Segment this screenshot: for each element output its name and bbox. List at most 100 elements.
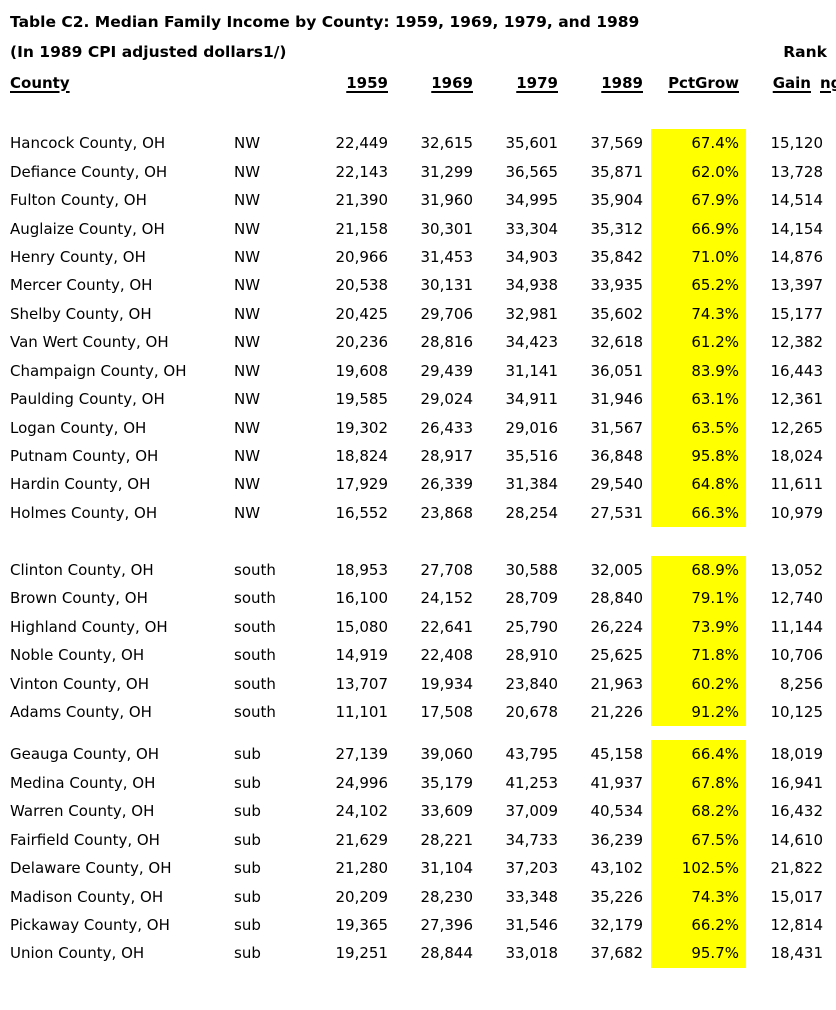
income-1989-cell: 35,842 — [590, 247, 644, 266]
income-1959-cell: 20,425 — [335, 304, 389, 323]
pct-grow-cell: 61.2% — [651, 328, 746, 357]
income-1959-cell: 21,390 — [335, 191, 389, 210]
income-1989-cell: 35,312 — [590, 219, 644, 238]
table-row: Medina County, OH sub 24,996 35,179 41,253 41… — [0, 768, 836, 798]
region-cell: NW — [234, 390, 261, 409]
income-1959-cell: 20,209 — [335, 887, 389, 906]
table-row: Geauga County, OH sub 27,139 39,060 43,795 45… — [0, 740, 836, 769]
rank-gain-cell: 16,941 — [770, 773, 824, 792]
income-1989-cell: 28,840 — [590, 589, 644, 608]
rank-gain-cell: 16,432 — [770, 802, 824, 821]
rank-gain-cell: 12,740 — [770, 589, 824, 608]
table-row: Highland County, OH south 15,080 22,641 25,7… — [0, 612, 836, 641]
pct-grow-cell: 63.1% — [651, 384, 746, 414]
region-cell: NW — [234, 361, 261, 380]
region-cell: south — [234, 560, 276, 579]
region-cell: sub — [234, 916, 261, 935]
county-group-south: Clinton County, OH south 18,953 27,708 30,58… — [0, 555, 836, 727]
table-row: Defiance County, OH NW 22,143 31,299 36,565 3… — [0, 157, 836, 186]
rank-gain-cell: 10,125 — [770, 702, 824, 721]
table-row: Fulton County, OH NW 21,390 31,960 34,995 35,… — [0, 185, 836, 215]
rank-gain-cell: 21,822 — [770, 859, 824, 878]
income-1989-cell: 26,224 — [590, 617, 644, 636]
income-1969-cell: 31,299 — [420, 162, 474, 181]
county-header: County — [10, 73, 70, 92]
rank-gain-cell: 13,397 — [770, 276, 824, 295]
pct-grow-cell: 63.5% — [651, 413, 746, 442]
income-1989-cell: 35,226 — [590, 887, 644, 906]
county-cell: Auglaize County, OH — [10, 219, 165, 238]
income-1959-cell: 19,585 — [335, 390, 389, 409]
income-1959-cell: 16,100 — [335, 589, 389, 608]
county-cell: Shelby County, OH — [10, 304, 152, 323]
pct-grow-header: PctGrow — [668, 73, 739, 92]
region-cell: south — [234, 646, 276, 665]
pct-grow-cell: 71.0% — [651, 242, 746, 272]
county-cell: Fairfield County, OH — [10, 830, 160, 849]
table-header-row: County 1959 1969 1979 1989 PctGrow Gain … — [0, 68, 836, 97]
income-1979-cell: 33,304 — [505, 219, 559, 238]
income-1979-cell: 37,009 — [505, 802, 559, 821]
year-1969-header: 1969 — [431, 73, 473, 92]
income-1959-cell: 20,966 — [335, 247, 389, 266]
income-1969-cell: 28,844 — [420, 944, 474, 963]
income-1969-cell: 31,960 — [420, 191, 474, 210]
county-cell: Medina County, OH — [10, 773, 156, 792]
income-1989-cell: 25,625 — [590, 646, 644, 665]
region-cell: sub — [234, 773, 261, 792]
region-cell: south — [234, 674, 276, 693]
county-cell: Vinton County, OH — [10, 674, 149, 693]
income-1989-cell: 21,963 — [590, 674, 644, 693]
income-1969-cell: 29,706 — [420, 304, 474, 323]
county-cell: Hancock County, OH — [10, 134, 166, 153]
income-1979-cell: 20,678 — [505, 702, 559, 721]
table-row: Champaign County, OH NW 19,608 29,439 31,141… — [0, 356, 836, 385]
pct-grow-cell: 83.9% — [651, 356, 746, 385]
county-cell: Highland County, OH — [10, 617, 168, 636]
region-cell: sub — [234, 859, 261, 878]
table-row: Delaware County, OH sub 21,280 31,104 37,203… — [0, 853, 836, 883]
income-1959-cell: 18,824 — [335, 447, 389, 466]
pct-grow-cell: 64.8% — [651, 470, 746, 499]
region-cell: south — [234, 617, 276, 636]
income-1969-cell: 23,868 — [420, 503, 474, 522]
income-1989-cell: 41,937 — [590, 773, 644, 792]
income-1989-cell: 36,239 — [590, 830, 644, 849]
income-1979-cell: 34,995 — [505, 191, 559, 210]
county-cell: Van Wert County, OH — [10, 333, 169, 352]
rank-gain-cell: 8,256 — [780, 674, 823, 693]
county-cell: Union County, OH — [10, 944, 145, 963]
income-1989-cell: 27,531 — [590, 503, 644, 522]
pct-grow-cell: 79.1% — [651, 584, 746, 613]
year-1959-header: 1959 — [346, 73, 388, 92]
county-cell: Madison County, OH — [10, 887, 164, 906]
income-1979-cell: 34,903 — [505, 247, 559, 266]
pct-grow-cell: 66.2% — [651, 910, 746, 940]
income-1989-cell: 33,935 — [590, 276, 644, 295]
county-cell: Warren County, OH — [10, 802, 155, 821]
income-1989-cell: 37,682 — [590, 944, 644, 963]
income-1979-cell: 41,253 — [505, 773, 559, 792]
income-1969-cell: 31,453 — [420, 247, 474, 266]
income-1959-cell: 21,158 — [335, 219, 389, 238]
county-cell: Noble County, OH — [10, 646, 145, 665]
rank-gain-cell: 12,382 — [770, 333, 824, 352]
table-row: Madison County, OH sub 20,209 28,230 33,348 3… — [0, 882, 836, 911]
gain-header: Gain — [772, 73, 811, 92]
region-cell: NW — [234, 418, 261, 437]
table-row: Hancock County, OH NW 22,449 32,615 35,601 37… — [0, 129, 836, 158]
income-1969-cell: 29,439 — [420, 361, 474, 380]
income-1989-cell: 32,618 — [590, 333, 644, 352]
region-cell: NW — [234, 162, 261, 181]
region-cell: NW — [234, 475, 261, 494]
income-1989-cell: 35,602 — [590, 304, 644, 323]
income-1979-cell: 35,516 — [505, 447, 559, 466]
pct-grow-cell: 66.4% — [651, 740, 746, 769]
region-cell: NW — [234, 304, 261, 323]
income-1989-cell: 32,005 — [590, 560, 644, 579]
rank-gain-cell: 15,017 — [770, 887, 824, 906]
rank-gain-cell: 15,120 — [770, 134, 824, 153]
pct-grow-cell: 74.3% — [651, 882, 746, 911]
income-1989-cell: 36,848 — [590, 447, 644, 466]
